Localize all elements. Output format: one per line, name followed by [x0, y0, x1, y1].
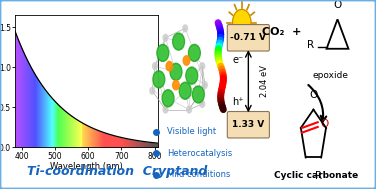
Circle shape: [164, 92, 173, 105]
Circle shape: [174, 35, 183, 48]
Text: epoxide: epoxide: [312, 71, 348, 80]
Circle shape: [166, 61, 173, 71]
Circle shape: [187, 106, 191, 113]
Circle shape: [232, 9, 251, 36]
Circle shape: [200, 101, 205, 107]
Text: h⁺: h⁺: [232, 97, 244, 107]
FancyBboxPatch shape: [227, 25, 269, 51]
Circle shape: [188, 44, 200, 61]
Circle shape: [173, 33, 185, 50]
Circle shape: [203, 82, 207, 88]
Circle shape: [170, 63, 182, 80]
Text: Mild conditions: Mild conditions: [167, 170, 231, 179]
Text: R: R: [308, 40, 314, 50]
Text: CO₂  +: CO₂ +: [262, 27, 301, 37]
Text: 2.04 eV: 2.04 eV: [260, 65, 268, 97]
Text: O: O: [320, 119, 328, 129]
Circle shape: [187, 69, 196, 82]
Circle shape: [153, 71, 165, 88]
Text: Ti-coordination  Cryptand: Ti-coordination Cryptand: [27, 166, 208, 178]
Circle shape: [179, 82, 191, 99]
Circle shape: [154, 73, 164, 86]
Circle shape: [186, 67, 198, 84]
Text: O: O: [334, 0, 342, 10]
Circle shape: [158, 46, 167, 60]
Circle shape: [163, 106, 168, 113]
Text: e⁻: e⁻: [232, 56, 243, 65]
Circle shape: [163, 34, 168, 41]
Circle shape: [150, 87, 155, 94]
Circle shape: [190, 46, 199, 60]
Text: -0.71 V: -0.71 V: [230, 33, 266, 42]
Circle shape: [194, 88, 203, 101]
X-axis label: Wavelength (nm): Wavelength (nm): [50, 162, 123, 171]
Text: Cyclic carbonate: Cyclic carbonate: [274, 170, 358, 180]
Circle shape: [171, 65, 180, 78]
Circle shape: [162, 90, 174, 107]
FancyBboxPatch shape: [227, 112, 269, 138]
Circle shape: [180, 84, 190, 97]
Circle shape: [193, 86, 204, 103]
Circle shape: [157, 44, 169, 61]
Circle shape: [200, 63, 205, 70]
Text: O: O: [309, 90, 318, 100]
Circle shape: [183, 25, 188, 32]
Circle shape: [153, 63, 157, 70]
Circle shape: [173, 80, 179, 90]
Text: R: R: [315, 171, 322, 181]
Text: 1.33 V: 1.33 V: [232, 120, 264, 129]
Text: Heterocatalysis: Heterocatalysis: [167, 149, 233, 158]
Text: Visible light: Visible light: [167, 127, 217, 136]
Circle shape: [183, 56, 190, 65]
